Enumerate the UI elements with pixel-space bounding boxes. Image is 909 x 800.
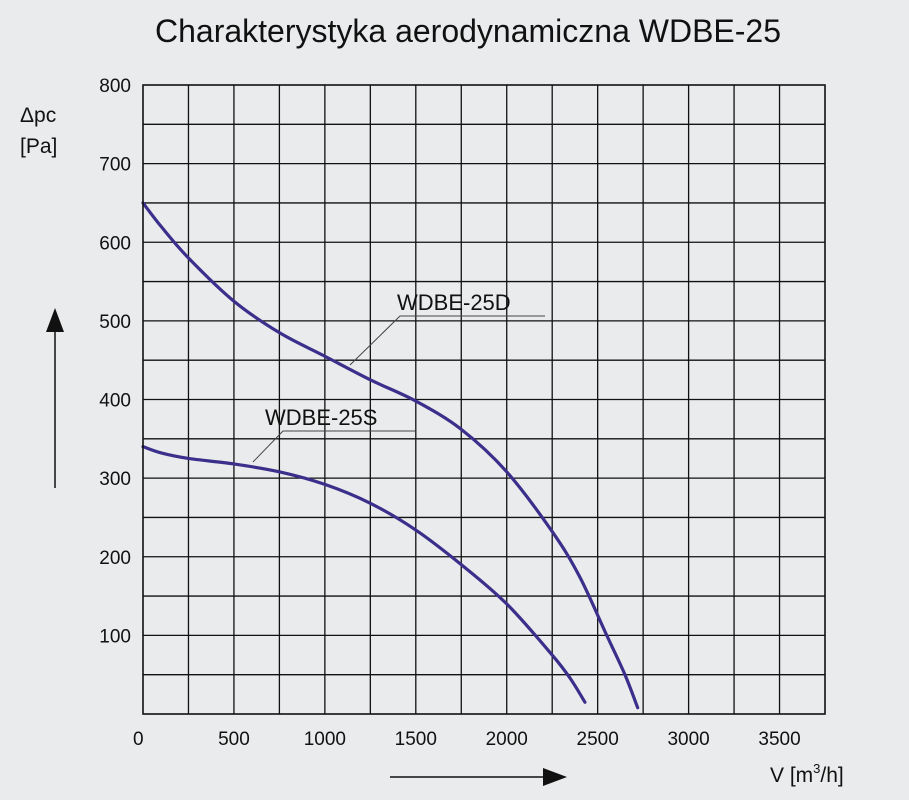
x-tick-label: 3500: [758, 729, 800, 750]
x-tick-labels: 0 500 1000 1500 2000 2500 3000 3500: [133, 729, 801, 750]
series-line-wdbe-25s: [141, 445, 587, 704]
y-tick-label: 100: [99, 626, 131, 647]
x-arrow-head: [543, 768, 567, 786]
x-axis-label: V [m3/h]: [770, 761, 844, 787]
y-axis-label-quantity: Δpc: [20, 104, 56, 127]
y-tick-label: 700: [99, 155, 131, 176]
x-axis-label-base: V [m: [770, 764, 813, 787]
y-tick-label: 200: [99, 548, 131, 569]
y-tick-label: 600: [99, 233, 131, 254]
y-tick-label: 300: [99, 469, 131, 490]
leader-line-wdbe-25d: [349, 315, 545, 366]
y-tick-label: 500: [99, 312, 131, 333]
series-name-wdbe-25d: WDBE-25D: [397, 290, 511, 315]
x-tick-label: 2500: [577, 729, 619, 750]
chart-title: Charakterystyka aerodynamiczna WDBE-25: [155, 13, 781, 49]
x-axis-label-sup: 3: [813, 761, 820, 776]
y-axis-arrow: [46, 308, 64, 488]
plot-frame: [142, 84, 826, 715]
y-axis-label-unit: [Pa]: [20, 135, 57, 158]
x-tick-label: 2000: [486, 729, 528, 750]
grid: [143, 85, 825, 714]
series-label-wdbe-25s: WDBE-25S: [252, 405, 415, 463]
y-tick-label: 400: [99, 391, 131, 412]
x-tick-label: 3000: [667, 729, 709, 750]
series-label-wdbe-25d: WDBE-25D: [349, 290, 545, 366]
x-axis-label-tail: /h]: [820, 764, 843, 787]
x-axis-arrow: [390, 768, 567, 786]
y-arrow-head: [46, 308, 64, 332]
x-tick-label: 0: [133, 729, 144, 750]
y-tick-labels: 100 200 300 400 500 600 700 800: [99, 76, 131, 647]
x-tick-label: 500: [218, 729, 250, 750]
x-tick-label: 1500: [395, 729, 437, 750]
series-line-wdbe-25d: [141, 201, 640, 710]
leader-line-wdbe-25s: [252, 430, 415, 463]
y-tick-label: 800: [99, 76, 131, 97]
series-curves: [141, 201, 640, 710]
x-tick-label: 1000: [304, 729, 346, 750]
series-name-wdbe-25s: WDBE-25S: [265, 405, 377, 430]
